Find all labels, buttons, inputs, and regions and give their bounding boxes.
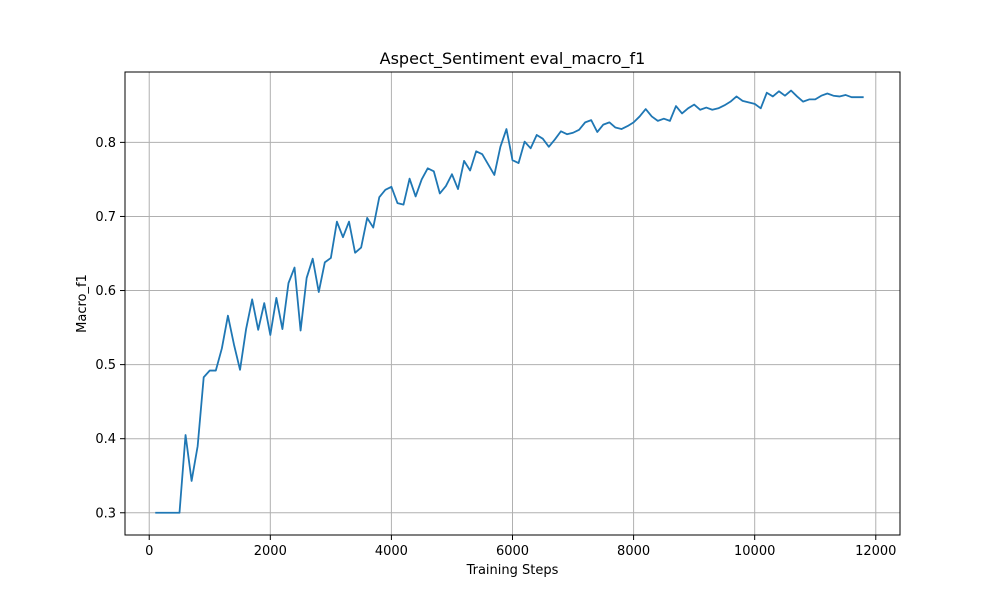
x-tick-label: 6000 — [496, 544, 529, 559]
y-tick-label: 0.8 — [95, 136, 116, 151]
y-tick-label: 0.3 — [95, 506, 116, 521]
x-tick-label: 12000 — [855, 544, 896, 559]
grid-lines — [125, 72, 900, 535]
y-tick-label: 0.6 — [95, 284, 116, 299]
y-axis-title: Macro_f1 — [75, 274, 90, 333]
x-axis-title: Training Steps — [466, 563, 559, 578]
y-tick-label: 0.7 — [95, 210, 116, 225]
axis-ticks: 0 2000 4000 6000 8000 10000 12000 0.3 0.4 0.5 0.6 0… — [95, 136, 896, 559]
series-line — [155, 89, 864, 514]
x-tick-label: 10000 — [734, 544, 775, 559]
x-tick-label: 0 — [145, 544, 153, 559]
y-tick-label: 0.5 — [95, 358, 116, 373]
x-tick-label: 8000 — [617, 544, 650, 559]
x-tick-label: 2000 — [254, 544, 287, 559]
y-tick-label: 0.4 — [95, 432, 116, 447]
series-layer — [155, 89, 864, 514]
x-tick-label: 4000 — [375, 544, 408, 559]
chart-title: Aspect_Sentiment eval_macro_f1 — [380, 49, 646, 69]
